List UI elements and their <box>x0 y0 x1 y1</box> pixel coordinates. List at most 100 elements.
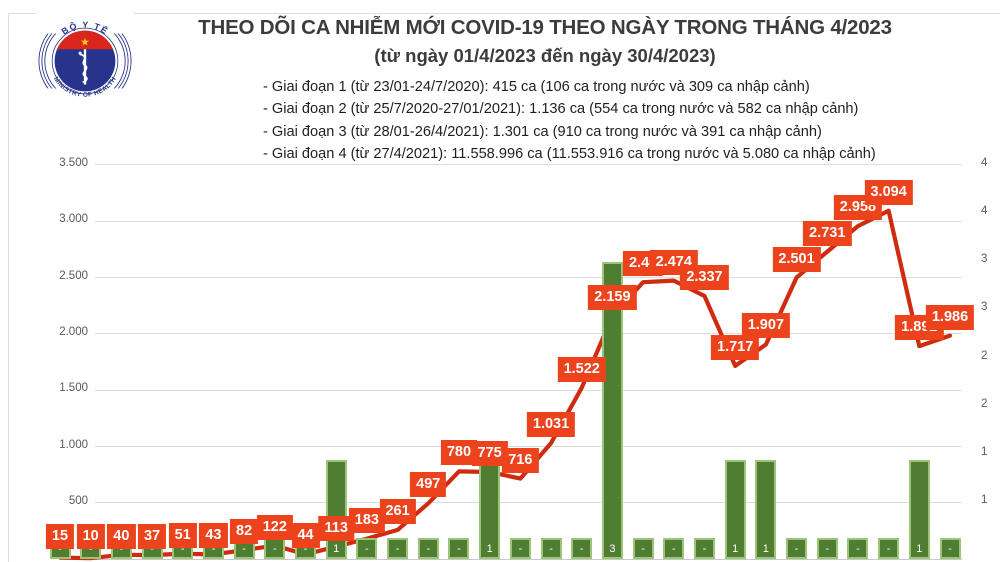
case-count-label: 497 <box>410 472 447 498</box>
deaths-bar-label: - <box>457 543 461 555</box>
stage-line-2: - Giai đoạn 2 (từ 25/7/2020-27/01/2021):… <box>263 101 859 118</box>
deaths-bar: 1 <box>908 460 930 559</box>
deaths-bar-label: - <box>426 543 431 555</box>
deaths-bar: - <box>663 538 685 559</box>
case-count-label: 40 <box>107 523 136 549</box>
y-axis-label-left: 1.000 <box>59 438 88 451</box>
deaths-bar: - <box>786 538 808 559</box>
logo-inner-ring <box>51 27 119 95</box>
deaths-bar-label: - <box>365 543 369 555</box>
deaths-bar: 3 <box>601 262 623 559</box>
case-count-label: 3.094 <box>864 179 913 205</box>
y-axis-label-right: 4 <box>981 157 988 169</box>
stage-line-1: - Giai đoạn 1 (từ 23/01-24/7/2020): 415 … <box>263 79 810 95</box>
y-axis-label-left: 2.500 <box>59 269 88 282</box>
deaths-bar: - <box>509 538 531 559</box>
y-axis-label-left: 3.500 <box>59 156 88 169</box>
y-axis-label-right: 3 <box>981 253 988 266</box>
logo-arc-mask-bottom <box>36 88 134 110</box>
y-axis-label-left: 500 <box>68 494 88 507</box>
deaths-bar-label: - <box>886 543 891 555</box>
case-count-label: 2.159 <box>588 285 637 311</box>
deaths-bar-label: - <box>150 543 154 555</box>
logo-red-band <box>56 30 114 50</box>
deaths-bar-label: 1 <box>732 543 739 555</box>
deaths-bar-label: 3 <box>609 543 616 555</box>
stage-line-3: - Giai đoạn 3 (từ 28/01-26/4/2021): 1.30… <box>263 123 822 140</box>
case-count-label: 716 <box>502 447 539 473</box>
case-count-label: 82 <box>230 519 259 545</box>
deaths-bar: - <box>816 538 838 559</box>
deaths-bar-label: - <box>825 543 830 555</box>
deaths-bar: 1 <box>724 460 746 559</box>
case-count-label: 2.731 <box>803 220 852 246</box>
case-count-label: 1.717 <box>711 334 760 360</box>
deaths-bar: - <box>387 538 409 559</box>
deaths-bar: 1 <box>479 460 501 559</box>
deaths-bar-label: - <box>641 543 645 555</box>
y-axis-label-right: 1 <box>981 445 988 458</box>
case-count-label: 2.337 <box>680 265 729 290</box>
deaths-bar-label: 1 <box>762 543 769 555</box>
gridline <box>95 389 962 391</box>
page-title: THEO DÕI CA NHIỄM MỚI COVID-19 THEO NGÀY… <box>198 16 892 39</box>
deaths-bar-label: - <box>579 543 584 555</box>
deaths-bar-label: - <box>303 543 308 555</box>
case-count-label: 10 <box>76 524 105 549</box>
y-axis-label-right: 2 <box>981 397 988 410</box>
logo-asclepius-rod-icon <box>78 49 88 85</box>
case-count-label: 15 <box>45 524 75 549</box>
deaths-bar-label: 1 <box>486 543 493 555</box>
case-count-label: 1.907 <box>741 313 791 339</box>
case-count-label: 51 <box>168 522 197 548</box>
deaths-bar-label: - <box>856 543 860 555</box>
y-axis-label-right: 2 <box>981 349 988 362</box>
deaths-bar-label: - <box>272 543 277 555</box>
deaths-bar: - <box>571 538 593 559</box>
deaths-bar-label: - <box>242 543 246 555</box>
deaths-bar-label: - <box>702 543 707 555</box>
ministry-of-health-logo: BỘ Y TẾ MINISTRY OF HEALTH ★ <box>36 12 134 110</box>
logo-star-icon: ★ <box>80 35 90 48</box>
case-count-label: 1.522 <box>557 356 606 382</box>
deaths-bar-label: 1 <box>333 543 340 555</box>
deaths-bar: - <box>939 538 961 559</box>
deaths-bar: - <box>417 538 439 559</box>
gridline <box>95 333 962 335</box>
deaths-bar: - <box>540 538 562 559</box>
case-count-label: 1.986 <box>925 304 975 330</box>
y-axis-label-left: 1.500 <box>59 382 88 395</box>
deaths-bar: - <box>632 538 654 559</box>
case-count-label: 1.031 <box>526 412 576 438</box>
deaths-bar-label: - <box>549 543 553 555</box>
stage-summary-block: - Giai đoạn 1 (từ 23/01-24/7/2020): 415 … <box>263 76 876 165</box>
deaths-bar-label: - <box>88 543 93 555</box>
deaths-bar-label: - <box>211 543 216 555</box>
case-count-label: 43 <box>199 523 228 549</box>
stage-line-4: - Giai đoạn 4 (từ 27/4/2021): 11.558.996… <box>263 145 876 162</box>
page-subtitle: (từ ngày 01/4/2023 đến ngày 30/4/2023) <box>374 45 716 66</box>
y-axis-label-right: 1 <box>981 494 988 507</box>
deaths-bar-label: - <box>518 543 523 555</box>
y-axis-label-right: 3 <box>981 301 988 314</box>
case-count-label: 122 <box>256 514 293 540</box>
deaths-bar: - <box>356 538 378 559</box>
deaths-bar-label: - <box>794 543 799 555</box>
deaths-bar: - <box>693 538 715 559</box>
deaths-bar: 1 <box>755 460 777 559</box>
deaths-bar: - <box>878 538 900 559</box>
deaths-bar-label: - <box>119 543 124 555</box>
gridline <box>95 164 962 166</box>
y-axis-label-left: 3.000 <box>59 213 88 226</box>
deaths-bar: - <box>264 538 286 559</box>
deaths-bar: - <box>847 538 869 559</box>
chart-frame-top <box>8 13 1000 14</box>
deaths-bar: - <box>448 538 470 559</box>
y-axis-label-right: 4 <box>981 205 988 218</box>
gridline <box>95 277 962 279</box>
deaths-bar-label: - <box>180 543 185 555</box>
deaths-bar: 1 <box>325 460 347 559</box>
deaths-bar-label: 1 <box>916 543 923 555</box>
logo-arc-mask-top <box>36 12 134 34</box>
